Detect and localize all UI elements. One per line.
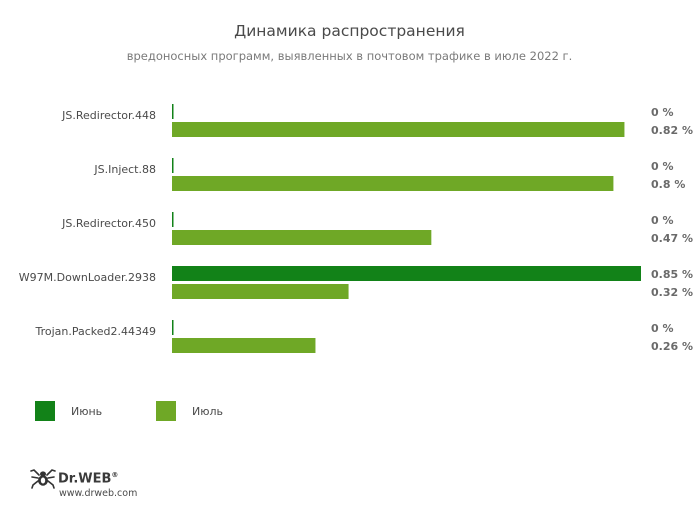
- legend-item-june: Июнь: [35, 401, 102, 421]
- logo-brand: Dr.WEB®: [58, 471, 119, 487]
- bar-july: [172, 230, 432, 245]
- category-label: JS.Redirector.448: [61, 109, 156, 122]
- spider-icon: [30, 469, 56, 489]
- bar-july: [172, 338, 316, 353]
- value-label-july: 0.47 %: [651, 232, 693, 245]
- bar-june: [172, 266, 641, 281]
- category-label: W97M.DownLoader.2938: [19, 271, 156, 284]
- bar-july: [172, 176, 614, 191]
- bar-june: [172, 212, 174, 227]
- legend-swatch-july: [156, 401, 176, 421]
- value-label-june: 0.85 %: [651, 268, 693, 281]
- value-label-june: 0 %: [651, 214, 674, 227]
- legend-swatch-june: [35, 401, 55, 421]
- value-label-june: 0 %: [651, 160, 674, 173]
- bar-july: [172, 122, 625, 137]
- value-label-june: 0 %: [651, 322, 674, 335]
- logo-url: www.drweb.com: [59, 488, 138, 499]
- bar-june: [172, 158, 174, 173]
- category-label: JS.Redirector.450: [61, 217, 156, 230]
- value-label-july: 0.32 %: [651, 286, 693, 299]
- legend-label-june: Июнь: [71, 404, 103, 418]
- bar-june: [172, 320, 174, 335]
- legend-item-july: Июль: [156, 401, 223, 421]
- value-label-july: 0.82 %: [651, 124, 693, 137]
- legend-label-july: Июль: [192, 404, 224, 418]
- bar-june: [172, 104, 174, 119]
- value-label-july: 0.26 %: [651, 340, 693, 353]
- value-label-june: 0 %: [651, 106, 674, 119]
- bar-july: [172, 284, 349, 299]
- category-label: Trojan.Packed2.44349: [34, 325, 156, 338]
- chart-subtitle: вредоносных программ, выявленных в почто…: [126, 49, 573, 63]
- chart-title: Динамика распространения: [234, 22, 465, 40]
- bar-chart: JS.Redirector.448 0 % 0.82 % JS.Inject.88 0 …: [19, 104, 693, 353]
- value-label-july: 0.8 %: [651, 178, 685, 191]
- category-label: JS.Inject.88: [93, 163, 156, 176]
